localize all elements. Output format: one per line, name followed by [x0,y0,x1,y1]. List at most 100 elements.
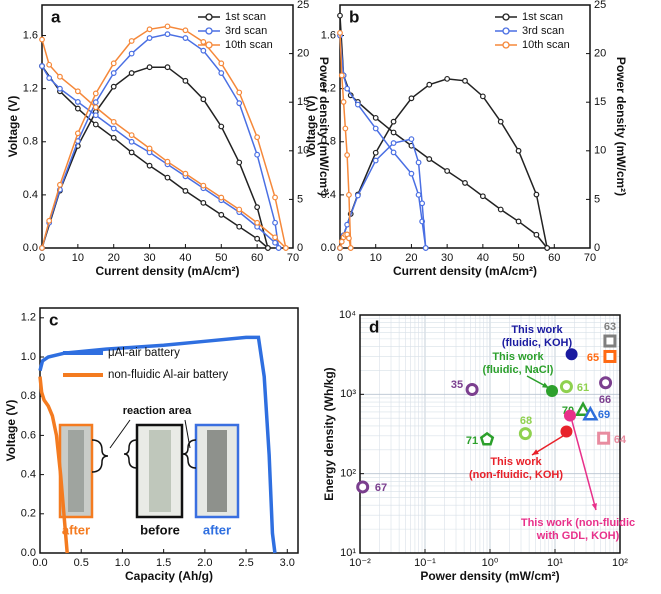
point-label: 35 [451,379,463,391]
panel-label: b [349,7,359,26]
power-marker [272,219,278,226]
voltage-marker [128,149,135,156]
y2-tick-label: 10 [594,145,606,157]
legend-label: 3rd scan [225,25,267,37]
voltage-line [41,65,280,249]
voltage-line [339,32,352,249]
y2-tick-label: 5 [297,193,303,205]
legend-label: 1st scan [225,11,266,23]
power-marker [128,50,135,57]
pointer [109,419,131,449]
pointer [184,419,191,449]
point [479,431,495,446]
x-axis-title: Current density (mA/cm²) [393,264,537,278]
voltage-marker [200,182,207,189]
y2-tick-label: 5 [594,193,600,205]
y-tick-label: 1.2 [21,312,36,324]
voltage-line [41,65,269,249]
point [559,380,573,394]
y2-tick-label: 15 [594,96,606,108]
y2-axis-title: Power density (mW/cm²) [317,57,331,196]
y-tick-label: 0.2 [21,508,36,520]
point-label: 65 [587,352,599,364]
power-marker [164,31,171,38]
power-line [41,33,280,249]
x-tick-label: 10² [612,557,628,569]
y-tick-label: 10¹ [340,547,356,559]
power-marker [218,60,225,67]
x-tick-label: 0 [337,252,343,264]
voltage-marker [346,191,352,198]
voltage-marker [146,145,153,152]
power-marker [39,245,45,251]
voltage-marker [46,61,53,68]
voltage-marker [110,125,117,132]
point [563,409,576,422]
power-marker [419,200,426,207]
legend-marker [502,27,510,35]
point-label: This work [511,324,563,336]
legend-label: 3rd scan [522,25,564,37]
point-label: This work (non-fluidic [521,517,635,529]
legend-marker [205,41,213,49]
plot-frame [339,4,591,249]
y-tick-label: 10⁴ [339,309,356,321]
voltage-marker [426,156,433,162]
power-marker [372,149,379,156]
voltage-marker [128,132,135,139]
power-marker [347,245,354,251]
brace [123,439,138,469]
power-marker [254,151,261,158]
power-line [41,25,287,249]
y2-tick-label: 25 [297,0,309,11]
x-tick-label: 2.5 [238,557,253,569]
power-marker [354,192,361,199]
x-axis-title: Capacity (Ah/g) [125,569,213,583]
y-tick-label: 10³ [340,388,356,400]
x-tick-label: 50 [512,252,524,264]
power-marker [74,130,81,137]
power-marker [92,90,99,97]
legend-label: non-fluidic Al-air battery [108,369,228,381]
voltage-marker [74,99,81,105]
y-axis-title: Voltage (V) [6,96,20,158]
x-tick-label: 20 [405,252,417,264]
power-marker [164,23,171,30]
power-marker [218,123,225,130]
power-marker [164,64,171,71]
power-marker [390,140,397,146]
voltage-marker [218,194,225,201]
legend-label: μAl-air battery [108,347,180,359]
x-axis-title: Current density (mA/cm²) [95,264,239,278]
y-tick-label: 1.6 [23,29,38,41]
voltage-line [38,376,69,554]
power-marker [254,134,261,141]
power-marker [128,38,135,44]
voltage-line [339,35,427,249]
panel-label: d [369,317,379,336]
power-marker [272,194,278,201]
x-tick-label: 1.5 [156,557,171,569]
voltage-marker [372,114,379,121]
power-marker [92,99,99,106]
voltage-marker [415,191,422,198]
voltage-marker [515,218,522,225]
y-tick-label: 0.0 [21,547,36,559]
legend-marker [205,27,213,35]
voltage-marker [57,85,63,92]
power-marker [57,181,63,188]
point [356,480,370,494]
x-tick-label: 10 [72,252,84,264]
power-marker [236,159,243,166]
power-marker [408,136,415,143]
y2-tick-label: 25 [594,0,606,11]
point-label: 68 [520,415,532,427]
point-label: 67 [375,482,387,494]
voltage-marker [479,193,486,200]
point-label: 69 [598,409,610,421]
brace [182,439,197,469]
voltage-marker [146,162,153,169]
voltage-marker [444,168,451,174]
voltage-marker [354,101,361,108]
